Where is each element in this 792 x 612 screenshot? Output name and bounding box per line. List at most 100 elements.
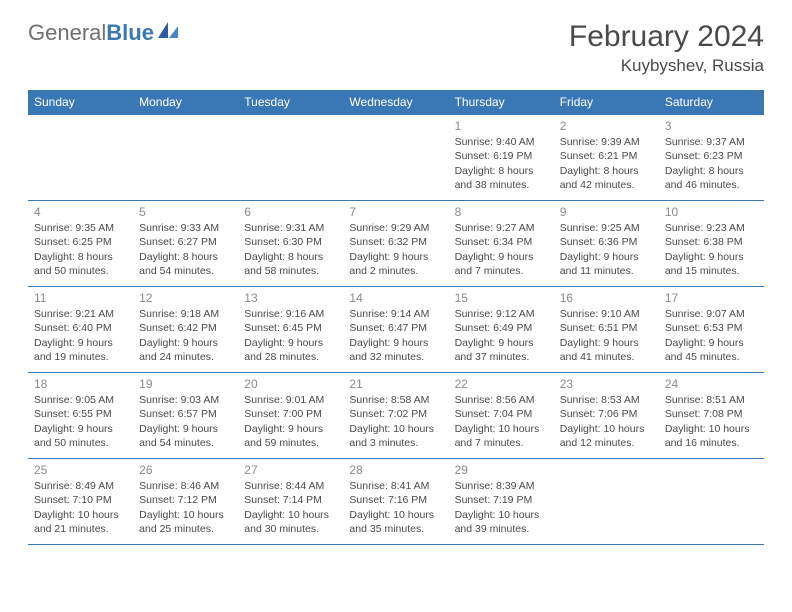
- day-daylight2: and 7 minutes.: [455, 436, 548, 450]
- day-sunset: Sunset: 6:53 PM: [665, 321, 758, 335]
- day-number: 11: [34, 290, 127, 306]
- day-daylight2: and 30 minutes.: [244, 522, 337, 536]
- calendar-day-cell: 24Sunrise: 8:51 AMSunset: 7:08 PMDayligh…: [659, 373, 764, 459]
- day-daylight2: and 21 minutes.: [34, 522, 127, 536]
- calendar-day-cell: 20Sunrise: 9:01 AMSunset: 7:00 PMDayligh…: [238, 373, 343, 459]
- day-sunset: Sunset: 7:04 PM: [455, 407, 548, 421]
- day-daylight1: Daylight: 10 hours: [455, 422, 548, 436]
- dayheader-thu: Thursday: [449, 90, 554, 115]
- day-number: 29: [455, 462, 548, 478]
- day-sunset: Sunset: 6:45 PM: [244, 321, 337, 335]
- brand-logo: GeneralBlue: [28, 20, 180, 46]
- calendar-day-cell: 16Sunrise: 9:10 AMSunset: 6:51 PMDayligh…: [554, 287, 659, 373]
- calendar-day-cell: 15Sunrise: 9:12 AMSunset: 6:49 PMDayligh…: [449, 287, 554, 373]
- day-daylight2: and 25 minutes.: [139, 522, 232, 536]
- day-sunrise: Sunrise: 9:18 AM: [139, 307, 232, 321]
- day-sunset: Sunset: 6:23 PM: [665, 149, 758, 163]
- day-daylight2: and 35 minutes.: [349, 522, 442, 536]
- day-sunset: Sunset: 7:14 PM: [244, 493, 337, 507]
- day-number: 3: [665, 118, 758, 134]
- calendar-day-cell: 18Sunrise: 9:05 AMSunset: 6:55 PMDayligh…: [28, 373, 133, 459]
- calendar-day-cell: [133, 115, 238, 201]
- day-daylight2: and 32 minutes.: [349, 350, 442, 364]
- page-header: GeneralBlue February 2024 Kuybyshev, Rus…: [28, 20, 764, 76]
- day-sunset: Sunset: 6:49 PM: [455, 321, 548, 335]
- day-sunset: Sunset: 7:02 PM: [349, 407, 442, 421]
- day-daylight1: Daylight: 8 hours: [244, 250, 337, 264]
- month-title: February 2024: [569, 20, 764, 54]
- day-sunset: Sunset: 7:10 PM: [34, 493, 127, 507]
- day-daylight2: and 50 minutes.: [34, 264, 127, 278]
- day-sunset: Sunset: 7:16 PM: [349, 493, 442, 507]
- day-sunset: Sunset: 6:36 PM: [560, 235, 653, 249]
- day-sunset: Sunset: 7:06 PM: [560, 407, 653, 421]
- day-daylight2: and 39 minutes.: [455, 522, 548, 536]
- day-daylight1: Daylight: 10 hours: [665, 422, 758, 436]
- day-number: 25: [34, 462, 127, 478]
- day-number: 17: [665, 290, 758, 306]
- day-sunset: Sunset: 6:38 PM: [665, 235, 758, 249]
- day-number: 15: [455, 290, 548, 306]
- calendar-page: GeneralBlue February 2024 Kuybyshev, Rus…: [0, 0, 792, 565]
- day-number: 9: [560, 204, 653, 220]
- day-number: 16: [560, 290, 653, 306]
- day-daylight1: Daylight: 10 hours: [560, 422, 653, 436]
- calendar-table: Sunday Monday Tuesday Wednesday Thursday…: [28, 90, 764, 545]
- day-number: 27: [244, 462, 337, 478]
- day-number: 4: [34, 204, 127, 220]
- calendar-day-cell: 25Sunrise: 8:49 AMSunset: 7:10 PMDayligh…: [28, 459, 133, 545]
- dayheader-sat: Saturday: [659, 90, 764, 115]
- day-sunrise: Sunrise: 9:39 AM: [560, 135, 653, 149]
- day-sunrise: Sunrise: 9:40 AM: [455, 135, 548, 149]
- day-daylight2: and 37 minutes.: [455, 350, 548, 364]
- calendar-day-cell: 21Sunrise: 8:58 AMSunset: 7:02 PMDayligh…: [343, 373, 448, 459]
- calendar-day-cell: 4Sunrise: 9:35 AMSunset: 6:25 PMDaylight…: [28, 201, 133, 287]
- calendar-week-row: 11Sunrise: 9:21 AMSunset: 6:40 PMDayligh…: [28, 287, 764, 373]
- dayheader-fri: Friday: [554, 90, 659, 115]
- location-label: Kuybyshev, Russia: [569, 56, 764, 76]
- day-number: 21: [349, 376, 442, 392]
- day-daylight1: Daylight: 9 hours: [34, 336, 127, 350]
- day-daylight1: Daylight: 8 hours: [34, 250, 127, 264]
- day-number: 7: [349, 204, 442, 220]
- day-daylight1: Daylight: 10 hours: [349, 422, 442, 436]
- day-daylight2: and 12 minutes.: [560, 436, 653, 450]
- day-daylight2: and 59 minutes.: [244, 436, 337, 450]
- day-sunrise: Sunrise: 9:27 AM: [455, 221, 548, 235]
- dayheader-wed: Wednesday: [343, 90, 448, 115]
- day-daylight1: Daylight: 8 hours: [139, 250, 232, 264]
- day-sunrise: Sunrise: 9:01 AM: [244, 393, 337, 407]
- day-daylight1: Daylight: 9 hours: [665, 336, 758, 350]
- day-sunrise: Sunrise: 9:16 AM: [244, 307, 337, 321]
- day-daylight1: Daylight: 9 hours: [34, 422, 127, 436]
- day-sunrise: Sunrise: 8:53 AM: [560, 393, 653, 407]
- day-sunset: Sunset: 7:12 PM: [139, 493, 232, 507]
- calendar-day-cell: 10Sunrise: 9:23 AMSunset: 6:38 PMDayligh…: [659, 201, 764, 287]
- day-sunrise: Sunrise: 9:25 AM: [560, 221, 653, 235]
- calendar-day-cell: 1Sunrise: 9:40 AMSunset: 6:19 PMDaylight…: [449, 115, 554, 201]
- day-daylight2: and 38 minutes.: [455, 178, 548, 192]
- day-number: 28: [349, 462, 442, 478]
- calendar-day-cell: [659, 459, 764, 545]
- calendar-day-cell: 6Sunrise: 9:31 AMSunset: 6:30 PMDaylight…: [238, 201, 343, 287]
- day-sunset: Sunset: 6:51 PM: [560, 321, 653, 335]
- day-sunset: Sunset: 7:08 PM: [665, 407, 758, 421]
- day-sunset: Sunset: 7:19 PM: [455, 493, 548, 507]
- calendar-day-cell: 26Sunrise: 8:46 AMSunset: 7:12 PMDayligh…: [133, 459, 238, 545]
- day-sunrise: Sunrise: 9:31 AM: [244, 221, 337, 235]
- calendar-week-row: 1Sunrise: 9:40 AMSunset: 6:19 PMDaylight…: [28, 115, 764, 201]
- calendar-day-cell: 22Sunrise: 8:56 AMSunset: 7:04 PMDayligh…: [449, 373, 554, 459]
- day-daylight1: Daylight: 9 hours: [349, 336, 442, 350]
- day-sunrise: Sunrise: 9:35 AM: [34, 221, 127, 235]
- day-sunrise: Sunrise: 9:07 AM: [665, 307, 758, 321]
- day-daylight2: and 3 minutes.: [349, 436, 442, 450]
- day-sunrise: Sunrise: 9:03 AM: [139, 393, 232, 407]
- calendar-day-cell: 29Sunrise: 8:39 AMSunset: 7:19 PMDayligh…: [449, 459, 554, 545]
- day-number: 22: [455, 376, 548, 392]
- day-sunrise: Sunrise: 9:33 AM: [139, 221, 232, 235]
- calendar-day-cell: 14Sunrise: 9:14 AMSunset: 6:47 PMDayligh…: [343, 287, 448, 373]
- day-sunset: Sunset: 6:40 PM: [34, 321, 127, 335]
- day-number: 26: [139, 462, 232, 478]
- calendar-day-cell: [28, 115, 133, 201]
- day-daylight1: Daylight: 9 hours: [560, 250, 653, 264]
